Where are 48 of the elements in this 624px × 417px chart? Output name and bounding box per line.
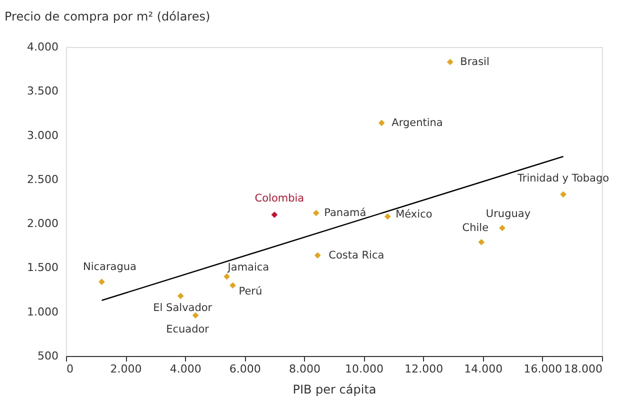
annotation: Panamá [324,206,366,219]
annotation: México [396,208,432,221]
x-tick-label: 0 [66,362,74,376]
y-tick-label: 3.000 [27,128,58,142]
annotation: Chile [462,222,489,234]
point [230,282,236,289]
annotation: Brasil [460,56,490,68]
x-tick-label: 14.000 [464,362,503,376]
x-tick-label: 2.000 [110,362,142,376]
x-tick-label: 16.000 [524,362,562,376]
y-tick-label: 1.000 [27,305,58,318]
y-tick-label: 1.500 [27,261,58,274]
annotation: Perú [238,285,262,298]
point [271,212,278,218]
point [499,224,506,232]
x-tick-label: 10.000 [345,362,384,376]
x-tick-label: 8.000 [288,362,320,376]
y-tick-label: 4.000 [27,40,58,54]
x-tick-label: 6.000 [229,362,261,376]
x-tick-label: 12.000 [404,362,444,376]
annotation: Trinidad y Tobago [516,172,610,184]
y-tick-label: 2.000 [27,217,58,230]
annotation: Ecuador [166,323,210,336]
annotation: El Salvador [153,302,213,314]
annotation: Uruguay [486,208,531,220]
annotation: Argentina [392,116,443,129]
y-tick-label: 3.500 [27,84,58,98]
point [177,292,184,300]
annotation: Nicaragua [82,260,136,273]
x-tick-label: 18.000 [564,362,602,376]
point [192,312,199,319]
x-axis-title: PIB per cápita [292,382,376,396]
x-tick-label: 4.000 [170,362,202,376]
point [224,273,230,280]
point [560,191,566,198]
annotation: Jamaica [226,262,270,274]
annotation: Colombia [254,192,304,205]
point [378,120,385,126]
y-tick-label: 500 [38,350,58,362]
point [384,213,391,220]
point [314,252,321,259]
point [478,238,485,246]
point [312,210,320,216]
point [446,58,454,66]
y-tick-label: 2.500 [27,172,58,186]
annotation: Costa Rica [328,249,384,262]
y-axis-title: Precio de compra por m² (dólares) [4,10,210,24]
point [98,278,105,285]
